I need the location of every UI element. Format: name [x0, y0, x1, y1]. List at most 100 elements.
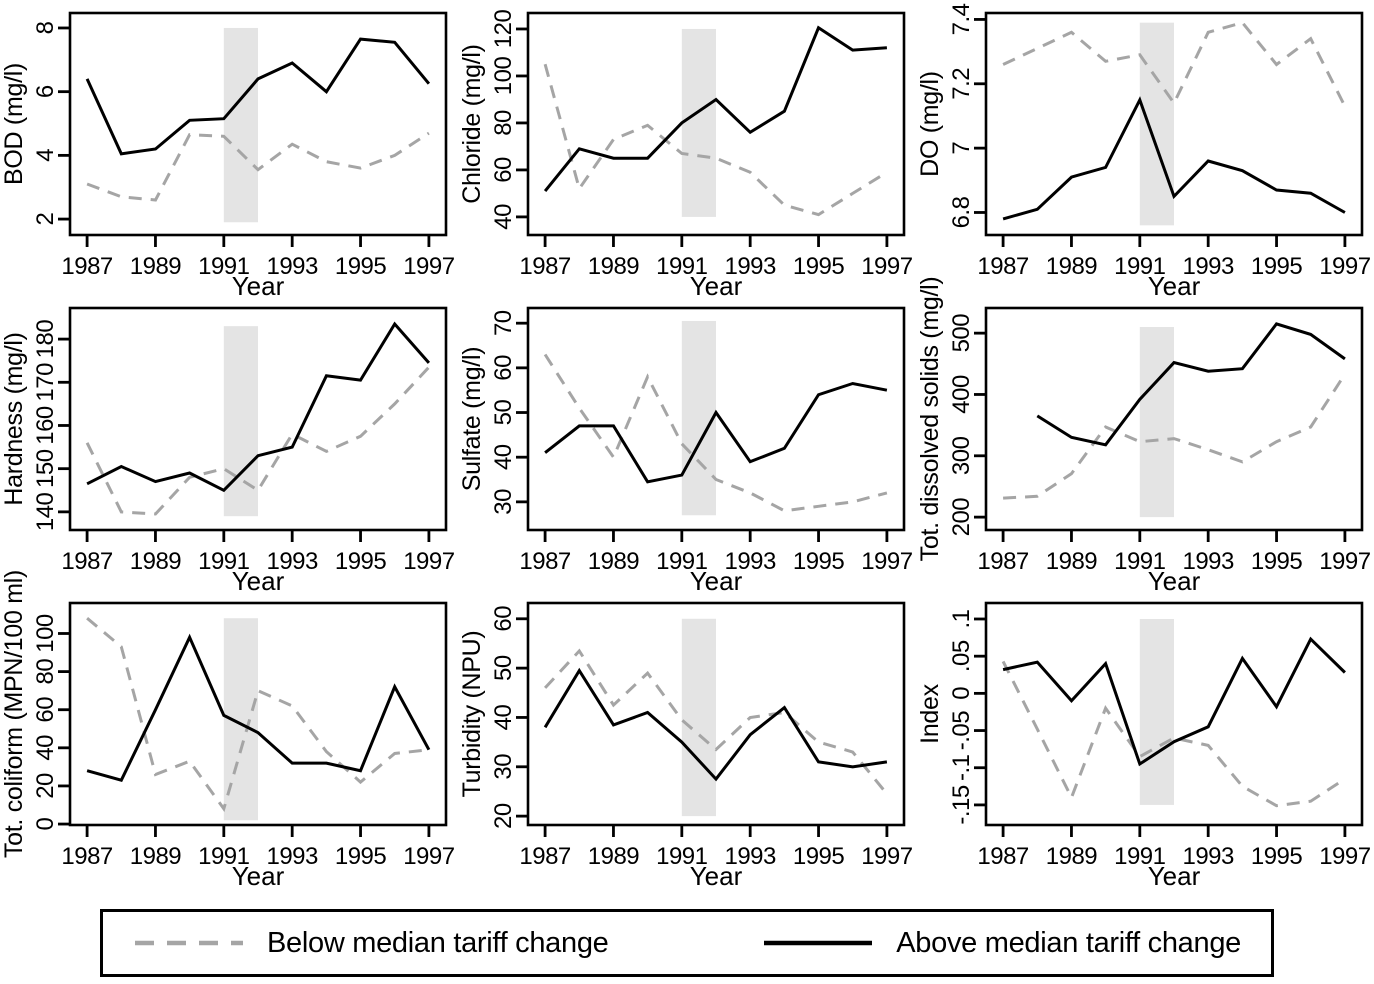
x-tick-label: 1993	[266, 253, 318, 280]
series-line-above	[86, 633, 431, 782]
x-tick-label: 1987	[61, 253, 113, 280]
plot-frame	[68, 306, 448, 532]
y-tick-label: 6.8	[948, 196, 975, 228]
series-line-above	[1036, 322, 1346, 447]
x-tick-label: 1987	[519, 253, 571, 280]
chart-coliform: 1987 1989 1991 1993 1995 1997 0 20 40 60 80 100 Tot.…	[0, 570, 458, 900]
x-tick-label: 1997	[403, 843, 455, 870]
x-tick-label: 1997	[861, 843, 913, 870]
y-axis-label: DO (mg/l)	[916, 71, 944, 177]
chart-tds-svg: 1987 1989 1991 1993 1995 1997 200 300 400 500Tot.…	[916, 277, 1371, 596]
x-tick-label: 1995	[1251, 253, 1303, 280]
x-tick-label: 1993	[266, 548, 318, 575]
chart-turbidity-svg: 1987 1989 1991 1993 1995 1997 20 30 40 50 60Turbid…	[458, 601, 913, 891]
x-axis-label: Year	[232, 271, 285, 301]
chart-do-svg: 1987 1989 1991 1993 1995 1997 6.8 7 7.2 7.4 DO (mg…	[916, 3, 1371, 301]
y-tick-label: 60	[32, 697, 59, 723]
y-tick-label: 8	[32, 21, 59, 34]
x-tick-label: 1993	[724, 843, 776, 870]
series-line-below	[85, 366, 430, 516]
y-tick-label: 20	[490, 803, 517, 829]
series-line-above	[543, 667, 888, 782]
x-tick-label: 1993	[724, 253, 776, 280]
x-tick-label: 1997	[403, 253, 455, 280]
y-tick-label: 40	[490, 204, 517, 230]
x-tick-label: 1991	[1114, 843, 1166, 870]
y-tick-label: 160	[32, 406, 59, 445]
legend-dashed-line-sample	[135, 940, 243, 946]
x-axis-label: Year	[690, 271, 743, 301]
chart-tds: 1987 1989 1991 1993 1995 1997 200 300 400 500 Tot.…	[916, 277, 1374, 596]
y-tick-label: .1	[948, 609, 975, 628]
y-tick-label: 150	[32, 449, 59, 488]
x-tick-label: 1991	[198, 548, 250, 575]
y-tick-label: 80	[32, 659, 59, 685]
plot-frame	[526, 601, 906, 827]
y-axis-label: Index	[916, 683, 944, 743]
x-tick-label: 1993	[724, 548, 776, 575]
x-tick-label: 1989	[130, 548, 182, 575]
y-tick-label: 50	[490, 400, 517, 426]
y-tick-label: 120	[490, 10, 517, 49]
y-tick-label: 170	[32, 363, 59, 402]
series-line-above	[1002, 96, 1346, 221]
x-tick-label: 1997	[1319, 548, 1371, 575]
chart-hardness-svg: 1987 1989 1991 1993 1995 1997 140 150 160 170 180H…	[0, 306, 455, 596]
x-tick-label: 1993	[266, 843, 318, 870]
y-tick-label: 300	[948, 436, 975, 475]
chart-index-svg: 1987 1989 1991 1993 1995 1997 -.15 -.1 -.05 0 .05.…	[916, 601, 1371, 891]
x-axis-label: Year	[232, 861, 285, 891]
x-tick-label: 1995	[793, 253, 845, 280]
y-tick-label: 500	[948, 314, 975, 353]
x-tick-label: 1991	[198, 843, 250, 870]
y-axis-label: Chloride (mg/l)	[458, 44, 486, 203]
series-line-above	[85, 37, 431, 156]
series-line-below	[543, 648, 889, 795]
tariff-change-band	[681, 618, 716, 817]
x-axis-label: Year	[1148, 271, 1201, 301]
y-tick-label: 400	[948, 375, 975, 414]
y-tick-label: 7.2	[948, 68, 975, 100]
y-tick-label: -.1	[948, 754, 975, 781]
tariff-change-band	[1139, 22, 1174, 226]
y-tick-label: 70	[490, 310, 517, 336]
x-tick-label: 1995	[793, 548, 845, 575]
y-tick-label: 7	[948, 142, 975, 155]
y-tick-label: 100	[490, 57, 517, 96]
x-tick-label: 1997	[403, 548, 455, 575]
y-tick-label: 60	[490, 157, 517, 183]
x-tick-label: 1987	[519, 548, 571, 575]
y-tick-label: 200	[948, 498, 975, 537]
legend-item-below: Below median tariff change	[133, 927, 609, 960]
y-axis-label: Sulfate (mg/l)	[458, 347, 486, 491]
series-line-below	[1003, 373, 1347, 500]
chart-hardness: 1987 1989 1991 1993 1995 1997 140 150 160 170 180 H…	[0, 295, 458, 596]
series-line-below	[1001, 660, 1346, 808]
x-tick-label: 1989	[1046, 548, 1098, 575]
x-tick-label: 1989	[130, 253, 182, 280]
legend-solid-line-sample	[764, 940, 873, 946]
series-line-above	[544, 381, 888, 484]
series-line-below	[543, 353, 888, 513]
y-axis-label: BOD (mg/l)	[0, 63, 28, 185]
series-line-above	[86, 321, 431, 493]
y-tick-label: 60	[490, 606, 517, 632]
x-tick-label: 1993	[1182, 548, 1234, 575]
x-tick-label: 1995	[335, 548, 387, 575]
y-tick-label: 30	[490, 489, 517, 515]
y-tick-label: -.05	[948, 711, 975, 751]
y-tick-label: 40	[32, 735, 59, 761]
chart-bod-svg: 1987 1989 1991 1993 1995 1997 2 4 6 8 BOD (mg/l) Ye…	[0, 11, 455, 301]
x-axis-label: Year	[690, 566, 743, 596]
plot-frame	[984, 11, 1364, 237]
x-tick-label: 1997	[861, 253, 913, 280]
tariff-change-band	[681, 320, 716, 516]
y-tick-label: 0	[948, 687, 975, 700]
x-tick-label: 1995	[1251, 548, 1303, 575]
chart-coliform-svg: 1987 1989 1991 1993 1995 1997 0 20 40 60 80 100Tot.…	[0, 570, 455, 891]
chart-index: 1987 1989 1991 1993 1995 1997 -.15 -.1 -.05 0 .05.…	[916, 590, 1374, 900]
y-tick-label: 100	[32, 614, 59, 653]
y-tick-label: 4	[32, 149, 59, 162]
y-axis-label: Tot. coliform (MPN/100 ml)	[0, 570, 28, 858]
tariff-change-band	[1139, 327, 1174, 518]
